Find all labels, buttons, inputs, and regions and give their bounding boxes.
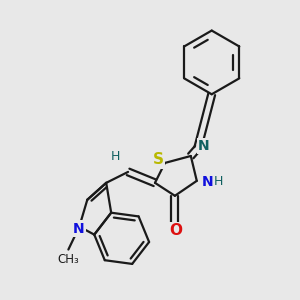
Text: CH₃: CH₃ <box>58 253 79 266</box>
Text: N: N <box>202 175 214 189</box>
Text: O: O <box>169 223 182 238</box>
Text: H: H <box>214 176 224 188</box>
Text: N: N <box>198 139 210 153</box>
Text: N: N <box>73 222 84 236</box>
Text: S: S <box>152 152 164 167</box>
Text: H: H <box>110 151 120 164</box>
